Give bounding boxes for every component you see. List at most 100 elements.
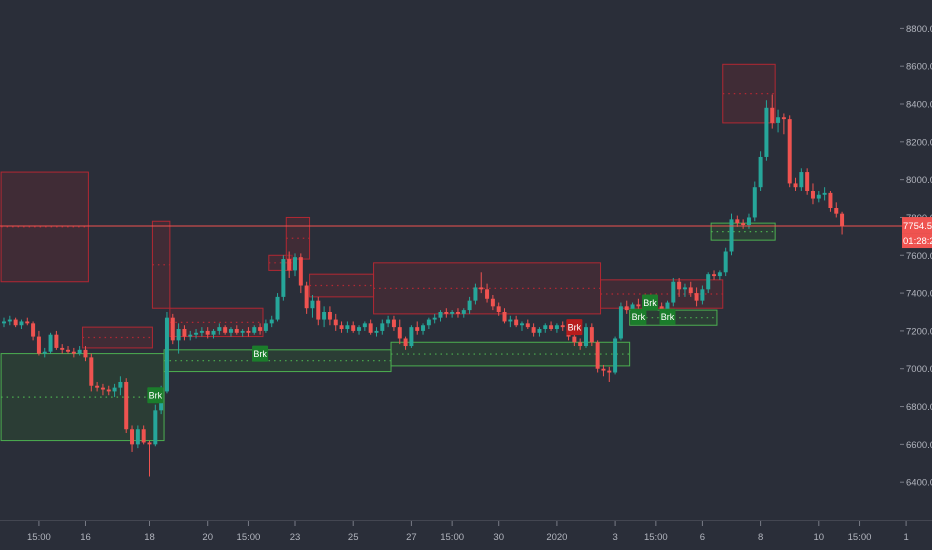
candle-body-90	[525, 323, 530, 328]
price-tick-label-5: 7400.00	[906, 289, 932, 300]
candle-body-15	[89, 357, 94, 386]
candle-body-107	[624, 306, 629, 311]
candle-body-95	[554, 325, 559, 330]
candle-body-48	[281, 259, 286, 297]
candle-body-130	[758, 156, 763, 188]
breaks-layer: Brk Brk Brk Brk Brk Brk	[147, 294, 676, 404]
time-tick-label-4: 15:00	[237, 532, 261, 543]
break-label-3: Brk	[632, 312, 646, 322]
price-tick-label-1: 6600.00	[906, 440, 932, 451]
last-price-layer: 7754.59 01:28:20	[0, 217, 932, 249]
candle-body-21	[124, 381, 129, 430]
candle-body-50	[293, 257, 297, 271]
candle-body-134	[781, 117, 786, 120]
candle-body-73	[426, 319, 431, 326]
candle-body-68	[397, 327, 402, 339]
candle-body-57	[333, 319, 338, 326]
supply-zone-3	[151, 220, 171, 309]
price-tick-label-11: 8600.00	[906, 62, 932, 73]
candle-body-70	[409, 327, 414, 347]
price-tick-label-0: 6400.00	[906, 478, 932, 489]
time-tick-label-10: 2020	[546, 532, 567, 543]
time-tick-label-16: 15:00	[848, 532, 872, 543]
candle-body-19	[112, 387, 117, 392]
candle-body-14	[83, 349, 88, 358]
candle-body-4	[25, 321, 30, 324]
candle-body-64	[374, 330, 379, 333]
supply-zone-0	[0, 171, 89, 283]
candle-body-102	[595, 342, 600, 369]
candle-body-117	[682, 287, 687, 290]
candle-body-6	[36, 336, 41, 354]
candle-body-44	[258, 327, 263, 331]
candle-body-63	[368, 323, 373, 333]
price-tick-label-8: 8000.00	[906, 175, 932, 186]
candle-body-28	[164, 317, 169, 392]
candle-body-1	[7, 319, 12, 322]
time-tick-label-2: 18	[144, 532, 155, 543]
candle-body-45	[263, 323, 268, 331]
candle-body-2	[13, 319, 18, 326]
time-tick-label-3: 20	[202, 532, 213, 543]
candle-body-138	[805, 172, 810, 191]
candle-body-94	[549, 325, 554, 330]
candle-body-61	[357, 327, 362, 331]
candle-body-58	[339, 325, 344, 330]
candle-body-133	[776, 117, 781, 123]
time-axis[interactable]: 15:00 16 18 20 15:00 23 25 27 15:00 30 2020 3 15:00 6…	[0, 520, 932, 544]
candle-body-122	[712, 274, 717, 277]
candle-body-49	[287, 259, 292, 271]
candle-body-36	[211, 330, 216, 335]
candle-body-16	[95, 385, 100, 388]
candle-body-137	[799, 172, 804, 188]
candle-body-142	[828, 192, 833, 208]
break-label-2: Brk	[568, 323, 582, 333]
candle-body-114	[665, 302, 670, 311]
time-tick-label-17: 1	[903, 532, 908, 543]
candle-body-101	[589, 327, 594, 343]
candle-body-80	[467, 300, 472, 311]
time-tick-label-9: 30	[493, 532, 504, 543]
candle-body-37	[217, 327, 222, 331]
candle-body-75	[438, 312, 443, 318]
price-tick-label-2: 6800.00	[906, 402, 932, 413]
candle-body-86	[502, 312, 507, 322]
candle-body-124	[723, 251, 728, 273]
candle-body-74	[432, 317, 437, 320]
supply-zone-2	[82, 326, 153, 349]
candle-body-32	[188, 334, 193, 337]
candles-layer	[2, 94, 845, 477]
candle-body-78	[455, 312, 460, 314]
candle-body-82	[479, 287, 484, 290]
candle-body-7	[42, 351, 47, 354]
candle-body-126	[735, 219, 740, 224]
time-tick-label-1: 16	[80, 532, 91, 543]
time-tick-label-12: 15:00	[644, 532, 668, 543]
candle-body-34	[199, 330, 204, 333]
candle-body-18	[106, 389, 111, 392]
candle-body-51	[298, 257, 303, 286]
break-badge-4	[642, 294, 659, 311]
candle-body-25	[147, 442, 152, 445]
candle-body-59	[345, 325, 350, 330]
candle-body-9	[54, 334, 59, 348]
break-badge-1	[252, 345, 269, 362]
candle-body-85	[496, 306, 501, 312]
candle-body-40	[234, 329, 239, 333]
candle-body-77	[450, 312, 455, 314]
price-axis[interactable]: 6400.00 6600.00 6800.00 7000.00 7200.00 7400.…	[900, 24, 932, 489]
candle-body-55	[322, 312, 327, 320]
candle-body-38	[223, 327, 228, 333]
price-tick-label-3: 7000.00	[906, 364, 932, 375]
candle-body-67	[391, 319, 396, 328]
candle-body-88	[514, 319, 519, 326]
candle-body-140	[816, 194, 821, 199]
candle-body-43	[252, 327, 257, 333]
last-price-label: 7754.59	[903, 221, 932, 232]
candle-body-60	[351, 325, 356, 331]
candle-body-26	[153, 410, 158, 445]
candle-body-81	[473, 287, 478, 301]
candle-body-106	[618, 306, 623, 339]
